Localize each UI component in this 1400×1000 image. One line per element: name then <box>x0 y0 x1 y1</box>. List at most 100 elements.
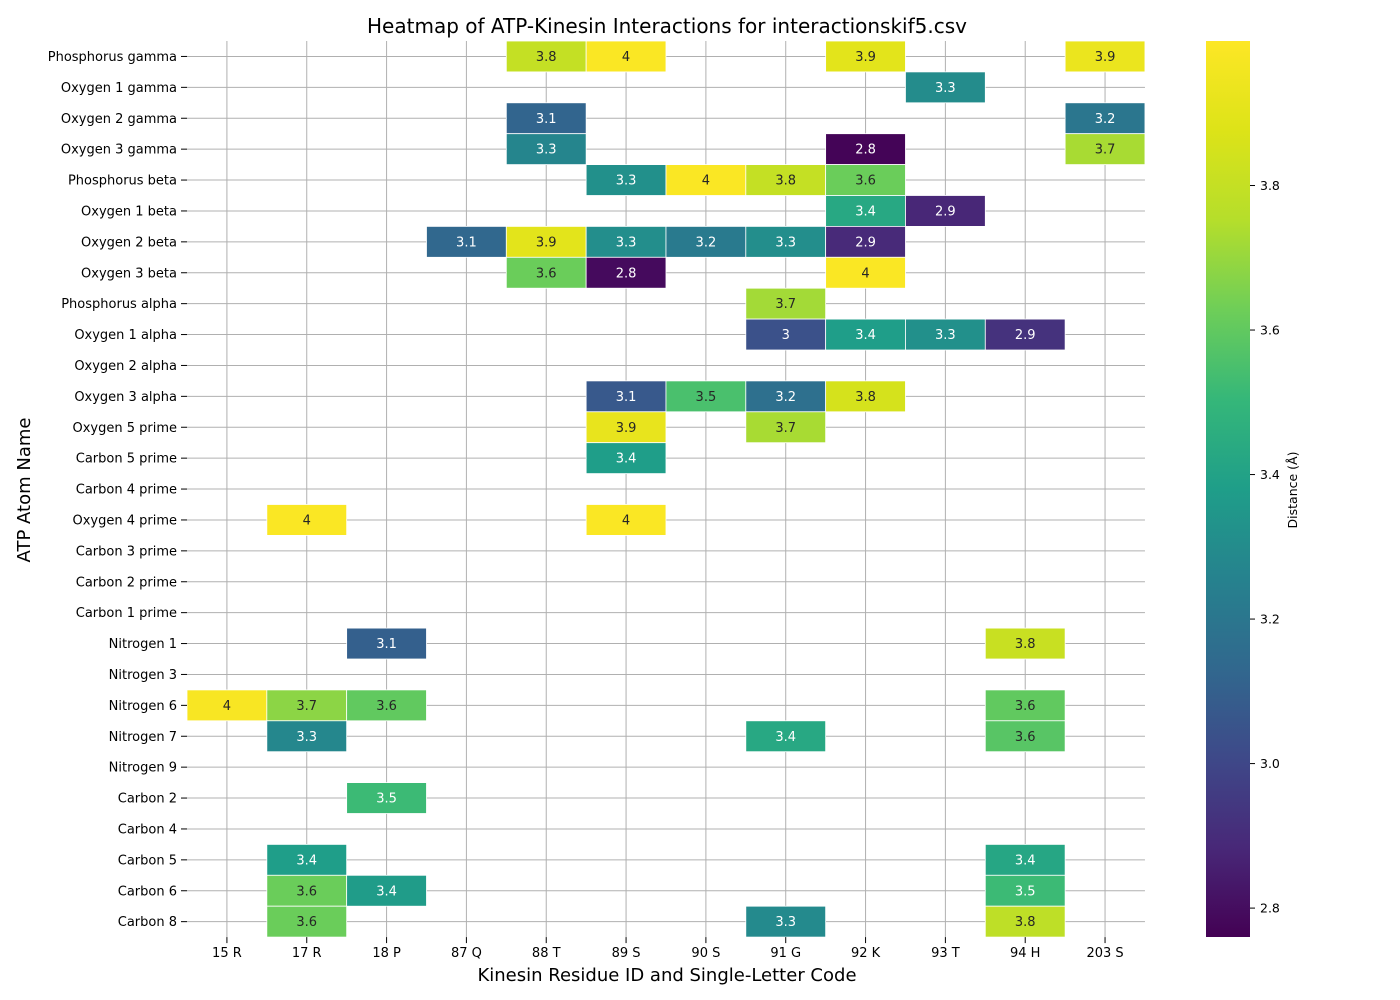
y-tick-label: Carbon 8 <box>118 915 177 930</box>
y-tick-label: Carbon 4 <box>118 822 177 837</box>
heatmap-cell <box>825 225 906 258</box>
y-tick-label: Nitrogen 1 <box>109 637 177 652</box>
heatmap-cell <box>984 720 1066 753</box>
colorbar-tick-label: 3.2 <box>1260 612 1280 627</box>
y-tick-label: Carbon 3 prime <box>76 544 177 559</box>
y-tick-label: Oxygen 1 gamma <box>61 81 177 96</box>
x-tick-label: 18 P <box>372 946 401 961</box>
heatmap-cell <box>905 318 986 351</box>
cell-value-label: 3.1 <box>456 235 477 250</box>
heatmap-cell <box>745 720 827 753</box>
cell-value-label: 4 <box>861 266 869 281</box>
cell-value-label: 4 <box>702 174 710 189</box>
y-tick-label: Phosphorus alpha <box>61 297 177 312</box>
cell-value-label: 3 <box>782 328 790 343</box>
cell-value-label: 3.3 <box>616 235 637 250</box>
heatmap-cell <box>346 874 427 907</box>
cell-value-label: 3.2 <box>696 235 717 250</box>
x-axis-ticks: 15 R 17 R 18 P 87 Q 88 T 89 S 90 S 91 G 92 K 93 T… <box>212 937 1124 961</box>
cell-value-label: 3.5 <box>696 390 717 405</box>
heatmap-cell <box>505 256 587 289</box>
cell-value-label: 4 <box>622 50 630 65</box>
heatmap-cell <box>745 411 827 444</box>
heatmap-cell <box>905 195 986 227</box>
heatmap-cell <box>585 411 667 444</box>
y-tick-label: Oxygen 3 alpha <box>74 390 177 405</box>
heatmap-cell <box>984 874 1066 907</box>
cell-value-label: 2.9 <box>1015 328 1036 343</box>
cell-value-label: 3.9 <box>1095 50 1116 65</box>
heatmap-cell <box>984 844 1066 876</box>
y-axis-ticks: Phosphorus gamma Oxygen 1 gamma Oxygen 2 g… <box>48 50 187 930</box>
y-tick-label: Nitrogen 3 <box>109 668 177 683</box>
heatmap-cell <box>585 40 667 73</box>
x-tick-label: 203 S <box>1086 946 1123 961</box>
cell-value-label: 3.4 <box>855 328 876 343</box>
heatmap-cell <box>745 380 827 413</box>
cell-value-label: 3.5 <box>1015 884 1036 899</box>
heatmap-cell <box>984 318 1066 351</box>
heatmap-cell <box>585 504 667 536</box>
heatmap-cell <box>585 164 667 196</box>
heatmap-cells <box>186 40 1146 938</box>
y-tick-label: Oxygen 1 alpha <box>74 328 177 343</box>
cell-value-label: 4 <box>622 513 630 528</box>
cell-value-label: 3.2 <box>1095 112 1116 127</box>
heatmap-cell <box>825 40 906 73</box>
y-tick-label: Phosphorus gamma <box>48 50 177 65</box>
heatmap-cell <box>745 318 827 351</box>
heatmap-cell <box>266 844 348 876</box>
heatmap-cell <box>905 71 986 104</box>
cell-value-label: 3.3 <box>775 915 796 930</box>
x-axis-title: Kinesin Residue ID and Single-Letter Cod… <box>477 965 856 986</box>
cell-value-label: 4 <box>223 699 231 714</box>
colorbar-tick-label: 3.0 <box>1260 756 1280 771</box>
cell-value-label: 3.7 <box>775 297 796 312</box>
y-tick-label: Oxygen 2 gamma <box>61 112 177 127</box>
heatmap-cell <box>585 256 667 289</box>
cell-value-label: 3.8 <box>855 390 876 405</box>
cell-value-label: 3.4 <box>1015 853 1036 868</box>
heatmap-cell <box>505 102 587 135</box>
chart-title: Heatmap of ATP-Kinesin Interactions for … <box>367 14 967 38</box>
cell-value-label: 3.8 <box>1015 637 1036 652</box>
y-tick-label: Oxygen 5 prime <box>72 421 177 436</box>
cell-value-label: 3.6 <box>296 915 317 930</box>
y-tick-label: Nitrogen 7 <box>109 730 177 745</box>
y-tick-label: Carbon 2 prime <box>76 575 177 590</box>
y-tick-label: Oxygen 3 beta <box>81 266 177 281</box>
heatmap-cell <box>426 225 507 258</box>
x-tick-label: 91 G <box>770 946 801 961</box>
y-tick-label: Oxygen 2 alpha <box>74 359 177 374</box>
heatmap-cell <box>745 287 827 320</box>
x-tick-label: 93 T <box>931 946 960 961</box>
heatmap-cell <box>585 380 667 413</box>
heatmap-cell <box>745 905 827 938</box>
y-tick-label: Oxygen 2 beta <box>81 235 177 250</box>
cell-value-label: 3.3 <box>536 143 557 158</box>
y-tick-label: Carbon 4 prime <box>76 483 177 498</box>
cell-value-label: 3.7 <box>775 421 796 436</box>
y-tick-label: Nitrogen 9 <box>109 761 177 776</box>
y-tick-label: Carbon 6 <box>118 884 177 899</box>
colorbar-tick-label: 3.8 <box>1260 178 1280 193</box>
x-tick-label: 89 S <box>612 946 641 961</box>
y-tick-label: Oxygen 4 prime <box>72 513 177 528</box>
x-tick-label: 87 Q <box>451 946 482 961</box>
heatmap-cell <box>665 164 747 196</box>
cell-value-label: 3.3 <box>935 328 956 343</box>
colorbar-tick-label: 3.4 <box>1260 467 1280 482</box>
colorbar-ticks: 2.8 3.0 3.2 3.4 3.6 3.8 <box>1250 178 1280 916</box>
cell-value-label: 3.4 <box>616 452 637 467</box>
cell-value-label: 3.5 <box>376 792 397 807</box>
heatmap-cell <box>1064 40 1146 73</box>
cell-value-label: 3.6 <box>296 884 317 899</box>
heatmap-cell <box>266 720 348 753</box>
y-tick-label: Carbon 1 prime <box>76 606 177 621</box>
heatmap-cell <box>266 874 348 907</box>
heatmap-cell <box>825 256 906 289</box>
cell-value-label: 3.4 <box>376 884 397 899</box>
y-tick-label: Oxygen 1 beta <box>81 204 177 219</box>
heatmap-cell <box>266 905 348 938</box>
x-tick-label: 90 S <box>691 946 720 961</box>
